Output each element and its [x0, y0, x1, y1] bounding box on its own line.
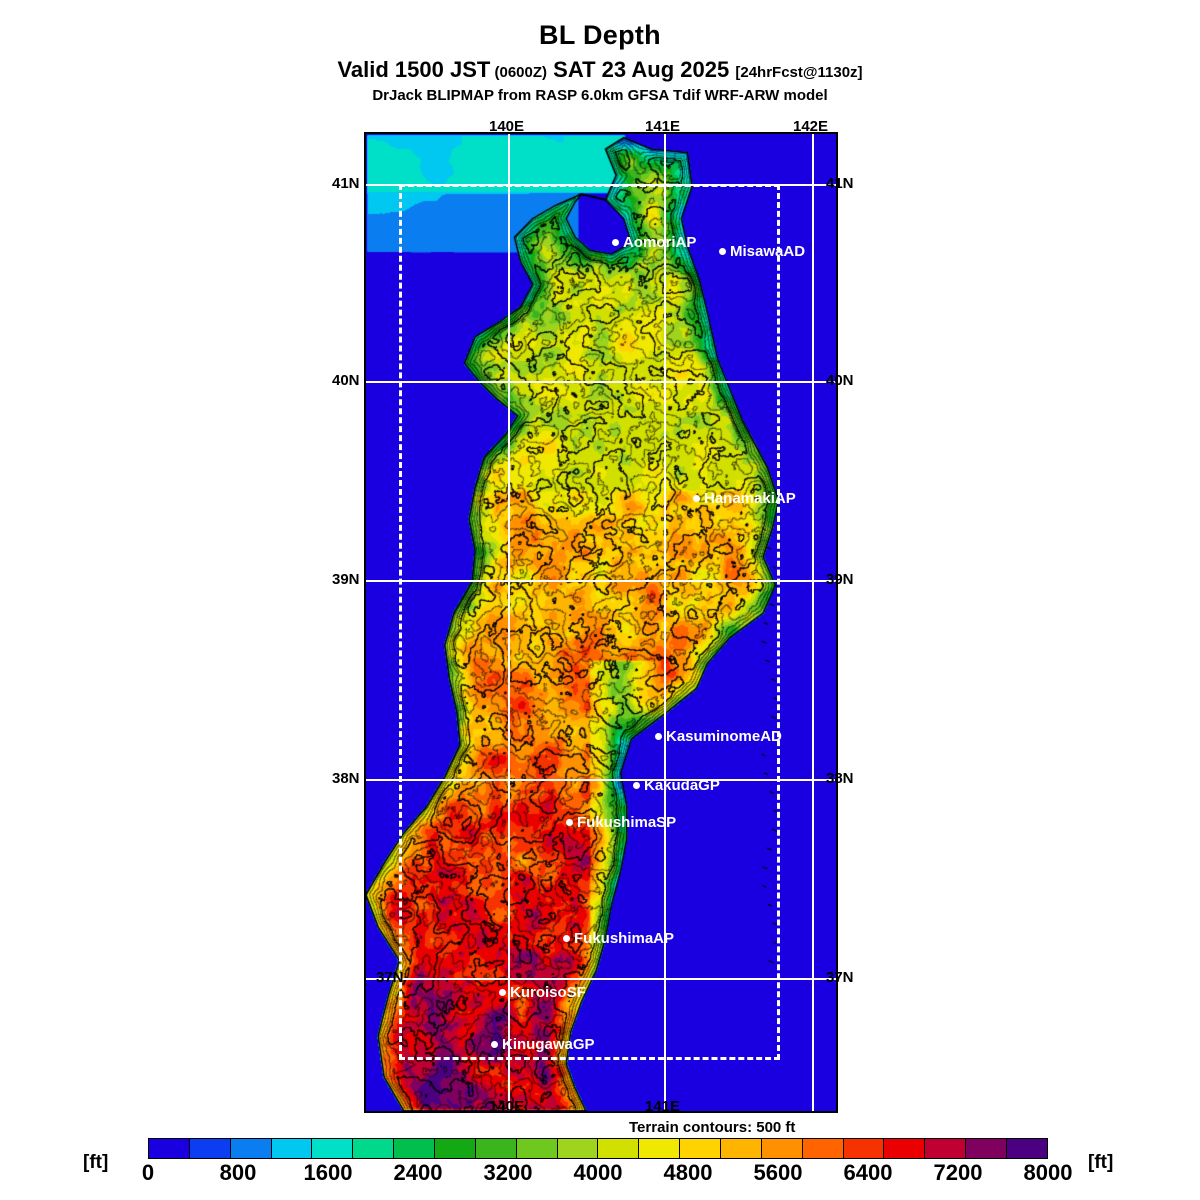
colorbar-tick-800: 800: [219, 1160, 257, 1185]
valid-date: SAT 23 Aug 2025: [553, 57, 730, 82]
colorbar-unit-left: [ft]: [83, 1152, 109, 1173]
colorbar-tick-7200: 7200: [933, 1160, 983, 1185]
axis-label-lat-37n-right: 37N: [826, 969, 854, 986]
gridline-lon-142e: [812, 134, 814, 1111]
station-label: KinugawaGP: [502, 1036, 595, 1053]
colorbar-swatch-19: [924, 1139, 966, 1158]
station-label: FukushimaAP: [574, 930, 675, 947]
colorbar-tick-8000: 8000: [1023, 1160, 1073, 1185]
colorbar-swatch-11: [597, 1139, 639, 1158]
station-label: KasuminomeAD: [666, 728, 782, 745]
colorbar-swatch-16: [801, 1139, 843, 1158]
colorbar-tick-1600: 1600: [303, 1160, 353, 1185]
colorbar-tick-5600: 5600: [753, 1160, 803, 1185]
subregion-dashed-box: [399, 184, 780, 1060]
axis-label-lat-40n-right: 40N: [826, 372, 854, 389]
axis-label-lat-39n-left: 39N: [332, 571, 360, 588]
colorbar-swatch-17: [842, 1139, 884, 1158]
colorbar-swatch-13: [679, 1139, 721, 1158]
station-marker-dot: [633, 782, 640, 789]
colorbar-swatch-15: [760, 1139, 802, 1158]
axis-label-lat-38n-right: 38N: [826, 770, 854, 787]
axis-label-lat-40n-left: 40N: [332, 372, 360, 389]
station-marker-dot: [655, 733, 662, 740]
station-label: KakudaGP: [644, 777, 720, 794]
colorbar-swatch-8: [474, 1139, 516, 1158]
forecast-tag: [24hrFcst@1130z]: [735, 64, 863, 81]
colorbar-swatch-20: [965, 1139, 1007, 1158]
colorbar-tick-labels: 0 800 1600 2400 3200 4000 4800 5600 6400 7200 8000: [142, 1160, 1073, 1190]
colorbar-tick-4800: 4800: [663, 1160, 713, 1185]
valid-time-line: Valid 1500 JST (0600Z) SAT 23 Aug 2025 […: [0, 59, 1200, 81]
gridline-lon-141e: [664, 134, 666, 1111]
colorbar-tick-4000: 4000: [573, 1160, 623, 1185]
colorbar-tick-0: 0: [141, 1160, 155, 1185]
map-plot-area[interactable]: AomoriAP MisawaAD HanamakiAP KasuminomeA…: [364, 132, 838, 1113]
station-marker-dot: [563, 935, 570, 942]
colorbar-tick-2400: 2400: [393, 1160, 443, 1185]
bl-depth-raster: [366, 134, 836, 1111]
colorbar-swatch-10: [556, 1139, 598, 1158]
page-title: BL Depth: [539, 20, 661, 50]
axis-label-lat-41n-left: 41N: [332, 175, 360, 192]
station-marker-dot: [719, 248, 726, 255]
colorbar-swatch-21: [1006, 1139, 1047, 1158]
station-marker-dot: [491, 1041, 498, 1048]
model-description: DrJack BLIPMAP from RASP 6.0km GFSA Tdif…: [372, 87, 828, 104]
colorbar-swatch-7: [434, 1139, 475, 1158]
colorbar-swatch-0: [149, 1139, 189, 1158]
colorbar-swatch-3: [270, 1139, 312, 1158]
colorbar-swatch-9: [515, 1139, 557, 1158]
terrain-contour-note: Terrain contours: 500 ft: [629, 1119, 796, 1136]
gridline-lat-39n: [366, 580, 836, 582]
colorbar-swatch-4: [311, 1139, 353, 1158]
axis-label-lat-41n-right: 41N: [826, 175, 854, 192]
gridline-lon-140e: [508, 134, 510, 1111]
axis-label-lon-142e-top: 142E: [793, 118, 829, 135]
axis-label-lon-140e-bottom: 140E: [489, 1098, 525, 1115]
station-label: MisawaAD: [730, 243, 806, 260]
axis-label-lon-140e-top: 140E: [489, 118, 525, 135]
colorbar-tick-6400: 6400: [843, 1160, 893, 1185]
gridline-lat-40n: [366, 381, 836, 383]
gridline-lat-38n: [366, 779, 836, 781]
colorbar-swatch-14: [720, 1139, 761, 1158]
station-label: AomoriAP: [623, 234, 697, 251]
axis-label-lat-37n-left: 37N: [376, 969, 404, 986]
station-marker-dot: [566, 819, 573, 826]
valid-time-utc: (0600Z): [494, 64, 548, 81]
colorbar-unit-right: [ft]: [1088, 1152, 1114, 1173]
colorbar-swatch-6: [393, 1139, 435, 1158]
valid-time-prefix: Valid 1500 JST: [337, 57, 491, 82]
station-label: FukushimaSP: [577, 814, 677, 831]
axis-label-lon-141e-bottom: 141E: [645, 1098, 681, 1115]
colorbar-swatch-1: [188, 1139, 230, 1158]
colorbar-swatch-18: [883, 1139, 925, 1158]
colorbar-swatch-12: [638, 1139, 680, 1158]
axis-label-lon-141e-top: 141E: [645, 118, 681, 135]
colorbar-tick-3200: 3200: [483, 1160, 533, 1185]
colorbar[interactable]: [148, 1138, 1048, 1159]
axis-label-lat-39n-right: 39N: [826, 571, 854, 588]
station-marker-dot: [693, 495, 700, 502]
station-marker-dot: [612, 239, 619, 246]
gridline-lat-37n: [366, 978, 836, 980]
axis-label-lat-38n-left: 38N: [332, 770, 360, 787]
station-marker-dot: [499, 989, 506, 996]
colorbar-swatch-2: [229, 1139, 271, 1158]
colorbar-swatch-5: [352, 1139, 394, 1158]
station-label: HanamakiAP: [704, 490, 796, 507]
title-block: BL Depth Valid 1500 JST (0600Z) SAT 23 A…: [0, 0, 1200, 104]
station-label: KuroisoSF: [510, 984, 586, 1001]
